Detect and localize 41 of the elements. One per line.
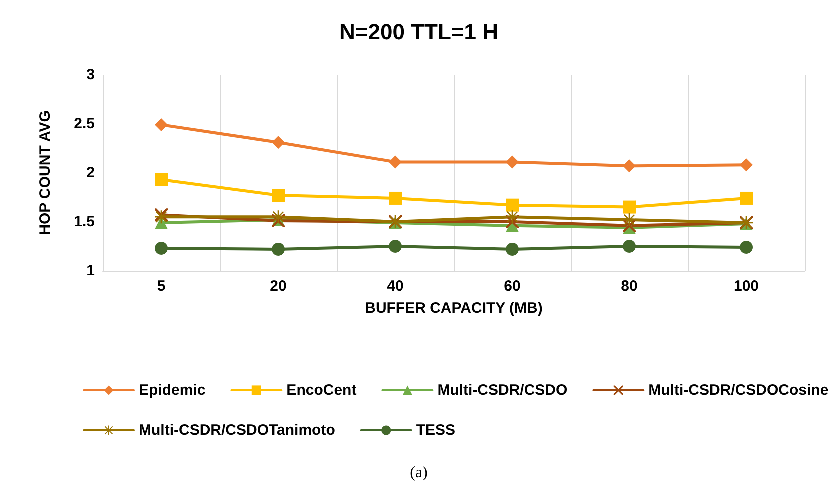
legend-label: Multi-CSDR/CSDOCosine: [648, 382, 829, 399]
point: [506, 242, 519, 256]
point: [740, 192, 753, 205]
legend-label: TESS: [416, 422, 456, 439]
point: [623, 200, 636, 214]
y-tick-label: 1: [86, 262, 95, 280]
x-tick-label: 20: [270, 278, 287, 295]
point: [740, 158, 753, 172]
x-tick-label: 60: [504, 278, 521, 295]
legend-label: EncoCent: [286, 382, 357, 399]
text: (a): [410, 464, 428, 482]
point: [740, 240, 753, 254]
point: [506, 198, 519, 212]
point: [389, 240, 402, 253]
point: [506, 210, 519, 224]
x-tick-label: 100: [734, 278, 760, 295]
point: [272, 210, 285, 224]
x-tick-label: 5: [157, 278, 166, 295]
chart-title: N=200 TTL=1 H: [340, 20, 498, 44]
point: [272, 136, 285, 150]
legend-label: Multi-CSDR/CSDO: [438, 382, 568, 399]
legend-label: Multi-CSDR/CSDOTanimoto: [139, 422, 336, 439]
point: [389, 192, 402, 205]
y-tick-label: 2.5: [74, 116, 95, 132]
y-tick-label: 3: [86, 66, 95, 84]
point: [272, 242, 285, 256]
y-tick-label: 1.5: [74, 214, 95, 230]
point: [272, 189, 285, 202]
y-tick-label: 2: [86, 164, 95, 182]
point: [506, 156, 519, 169]
point: [155, 242, 168, 255]
point: [389, 156, 402, 169]
y-axis-title: HOP COUNT AVG: [37, 110, 54, 236]
point: [623, 160, 636, 173]
point: [155, 173, 168, 186]
legend-label: Epidemic: [139, 382, 206, 399]
x-tick-label: 80: [621, 278, 638, 295]
point: [623, 240, 636, 253]
point: [155, 118, 168, 132]
x-tick-label: 40: [387, 278, 404, 295]
x-axis-title: BUFFER CAPACITY (MB): [365, 300, 543, 317]
